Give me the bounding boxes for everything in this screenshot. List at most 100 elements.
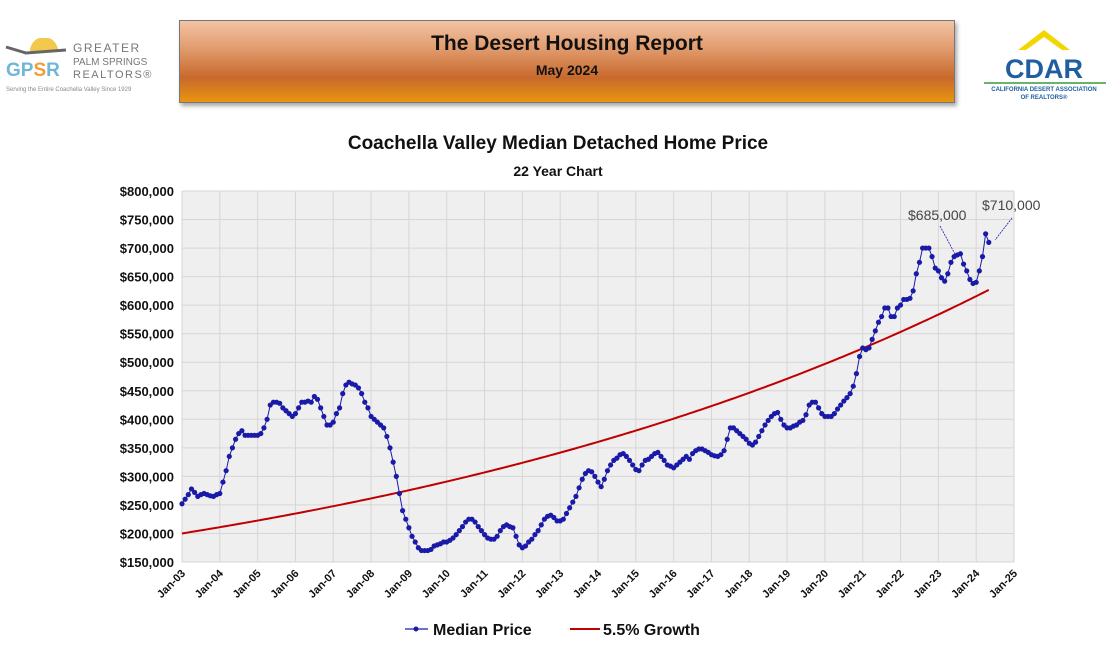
median-point xyxy=(595,479,601,485)
y-tick-label: $250,000 xyxy=(120,498,174,513)
median-point xyxy=(220,479,226,485)
median-point xyxy=(478,528,484,534)
median-point xyxy=(308,399,314,405)
median-point xyxy=(976,268,982,274)
cdar-logo: CDAR CALIFORNIA DESERT ASSOCIATION OF RE… xyxy=(978,28,1110,103)
median-point xyxy=(942,278,948,284)
median-point xyxy=(686,456,692,462)
median-point xyxy=(879,313,885,320)
median-point xyxy=(412,539,418,545)
median-point xyxy=(182,496,188,502)
median-point xyxy=(636,468,642,474)
median-point xyxy=(838,402,844,408)
x-tick-label: Jan-20 xyxy=(798,568,831,601)
median-point xyxy=(885,305,891,311)
x-tick-label: Jan-11 xyxy=(458,568,491,601)
median-point xyxy=(475,524,481,530)
median-point xyxy=(601,476,607,482)
median-point xyxy=(573,493,579,499)
median-point xyxy=(910,288,916,294)
report-banner: The Desert Housing Report May 2024 xyxy=(179,20,955,103)
median-point xyxy=(560,516,566,522)
median-point xyxy=(964,268,970,274)
median-point xyxy=(330,419,336,425)
annotation-710k: $710,000 xyxy=(982,197,1041,213)
median-point xyxy=(775,409,781,416)
x-tick-label: Jan-07 xyxy=(306,568,339,601)
annotation-leader xyxy=(939,225,956,255)
x-tick-label: Jan-13 xyxy=(533,568,566,601)
x-tick-label: Jan-05 xyxy=(231,568,264,601)
median-point xyxy=(551,514,557,521)
median-point xyxy=(535,528,541,534)
median-point xyxy=(623,453,629,460)
median-point xyxy=(188,486,195,492)
median-point xyxy=(986,239,992,245)
median-point xyxy=(973,279,979,285)
median-point xyxy=(592,473,598,479)
x-tick-label: Jan-16 xyxy=(647,568,680,601)
median-point xyxy=(522,543,529,549)
x-tick-label: Jan-09 xyxy=(382,568,415,601)
median-point xyxy=(333,411,340,417)
median-point xyxy=(403,516,409,522)
median-point xyxy=(226,453,232,460)
median-point xyxy=(321,413,327,420)
median-point xyxy=(816,405,822,411)
x-tick-label: Jan-23 xyxy=(911,568,944,601)
median-point xyxy=(866,345,872,351)
x-tick-label: Jan-12 xyxy=(495,568,528,601)
cdar-line1: CALIFORNIA DESERT ASSOCIATION xyxy=(991,87,1096,93)
median-point xyxy=(453,532,459,538)
median-point xyxy=(529,536,535,542)
median-point xyxy=(929,254,935,260)
y-tick-label: $450,000 xyxy=(120,384,174,399)
cdar-mark: CDAR xyxy=(1005,54,1083,84)
median-point xyxy=(393,473,399,479)
median-point xyxy=(759,428,765,434)
y-tick-label: $600,000 xyxy=(120,298,174,313)
x-tick-label: Jan-22 xyxy=(874,568,907,601)
y-tick-label: $200,000 xyxy=(120,526,174,541)
median-point xyxy=(913,271,919,277)
median-point xyxy=(926,245,932,251)
median-point xyxy=(296,405,302,411)
median-point xyxy=(598,484,604,490)
median-point xyxy=(481,532,488,538)
median-point xyxy=(384,433,390,440)
y-tick-label: $300,000 xyxy=(120,469,174,484)
median-point xyxy=(192,489,198,495)
gpsr-logo: GPSR GREATER PALM SPRINGS REALTORS® Serv… xyxy=(4,37,169,94)
median-point xyxy=(450,535,456,541)
report-title: The Desert Housing Report xyxy=(431,32,703,55)
median-point xyxy=(264,416,270,422)
x-tick-label: Jan-24 xyxy=(949,567,983,601)
median-point xyxy=(563,510,570,517)
median-point xyxy=(630,462,636,468)
median-point xyxy=(850,383,856,389)
x-tick-label: Jan-17 xyxy=(684,568,717,601)
x-tick-label: Jan-03 xyxy=(155,568,188,601)
cdar-line2: OF REALTORS® xyxy=(1021,94,1068,101)
median-point xyxy=(661,457,667,464)
median-point xyxy=(456,528,462,534)
y-tick-label: $400,000 xyxy=(120,412,174,427)
median-point xyxy=(800,417,806,424)
y-tick-label: $650,000 xyxy=(120,270,174,285)
median-point xyxy=(185,492,191,498)
median-point xyxy=(239,428,245,434)
median-point xyxy=(614,455,620,461)
gpsr-line3: REALTORS® xyxy=(73,69,153,81)
median-point xyxy=(472,519,478,525)
median-point xyxy=(853,371,860,377)
median-point xyxy=(362,399,368,405)
gpsr-mark: GPSR xyxy=(6,60,60,81)
x-tick-label: Jan-25 xyxy=(987,568,1020,601)
median-point xyxy=(340,391,346,397)
report-date: May 2024 xyxy=(535,62,599,78)
median-point xyxy=(538,522,544,528)
gpsr-tagline: Serving the Entire Coachella Valley Sinc… xyxy=(6,87,132,93)
median-point xyxy=(856,353,863,360)
x-tick-label: Jan-21 xyxy=(836,568,869,601)
median-point xyxy=(938,275,945,281)
